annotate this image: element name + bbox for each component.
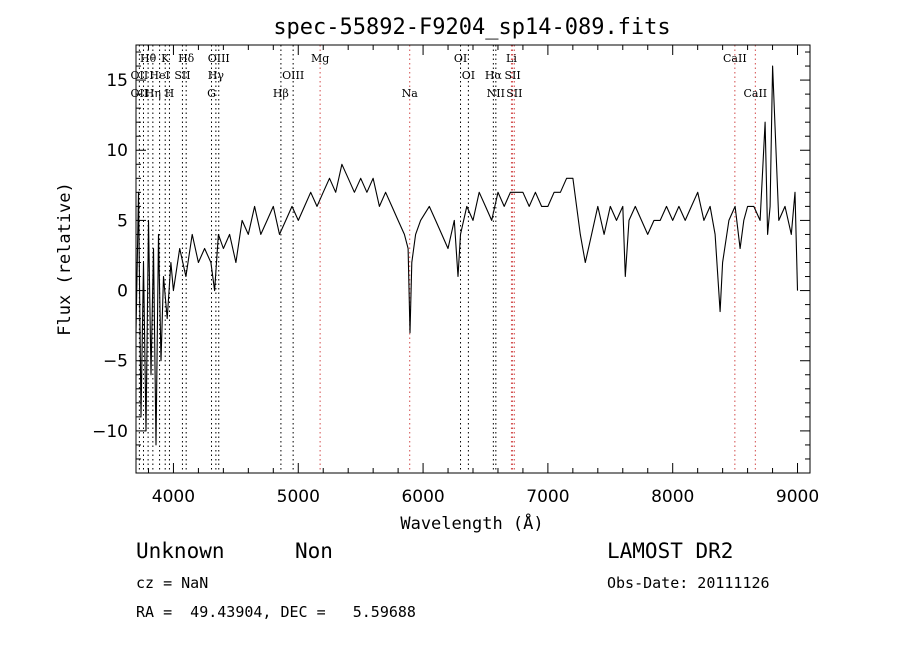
axis-ticks: 4000 5000 6000 7000 8000 9000 −10 −5 0 5 10 15 [92,45,819,507]
y-tick-label: 0 [117,282,128,302]
spectral-line-label: SII [174,69,190,82]
y-tick-label: −10 [92,422,128,442]
y-tick-label: −5 [103,352,128,372]
spectral-line-label: Na [402,87,419,100]
spectral-line-label: OII [131,69,149,82]
spectral-line-label: Hα [485,69,503,82]
plot-frame [135,44,811,474]
spectrum-series-line [135,65,799,446]
spectral-line-markers [138,45,756,473]
obs-date-label: Obs-Date: 20111126 [607,574,770,592]
y-tick-label: 10 [106,141,128,161]
x-tick-label: 4000 [152,487,195,507]
spectral-line-label: G [207,87,216,100]
x-tick-label: 7000 [526,487,569,507]
spectral-line-label: Hη [145,87,161,100]
x-tick-label: 6000 [401,487,444,507]
redshift-label: cz = NaN [136,574,209,592]
spectral-line-label: NII [487,87,505,100]
spectral-line-label: HeI [149,69,169,82]
spectral-line-label: OII [131,87,149,100]
spectral-line-label: Hγ [208,69,225,82]
y-axis-label: Flux (relative) [55,182,75,336]
x-tick-label: 9000 [776,487,819,507]
subclass-label: Non [295,539,333,563]
spectral-line-label: Hβ [273,87,289,100]
spectral-line-label: K [161,52,170,65]
x-tick-label: 5000 [277,487,320,507]
spectral-line-label: SII [506,87,522,100]
x-tick-label: 8000 [651,487,694,507]
coordinates-label: RA = 49.43904, DEC = 5.59688 [136,603,416,621]
spectral-line-label: OI [454,52,467,65]
spectral-line-label: CaII [743,87,767,100]
class-label: Unknown [136,539,225,563]
spectral-line-label: Hδ [178,52,195,65]
spectral-line-label: Hθ [140,52,157,65]
spectral-line-label: SII [504,69,520,82]
spectral-line-label: OIII [282,69,304,82]
spectral-line-label: Mg [311,52,329,65]
y-tick-label: 5 [117,211,128,231]
spectral-line-label: H [165,87,175,100]
x-axis-label: Wavelength (Å) [400,512,543,534]
y-tick-label: 15 [106,71,128,91]
spectral-line-label: OI [462,69,475,82]
spectral-line-label: OIII [208,52,230,65]
spectral-line-label: CaII [723,52,747,65]
spectral-line-label: Li [506,52,517,65]
chart-title: spec-55892-F9204_sp14-089.fits [273,15,670,40]
survey-label: LAMOST DR2 [607,539,734,563]
